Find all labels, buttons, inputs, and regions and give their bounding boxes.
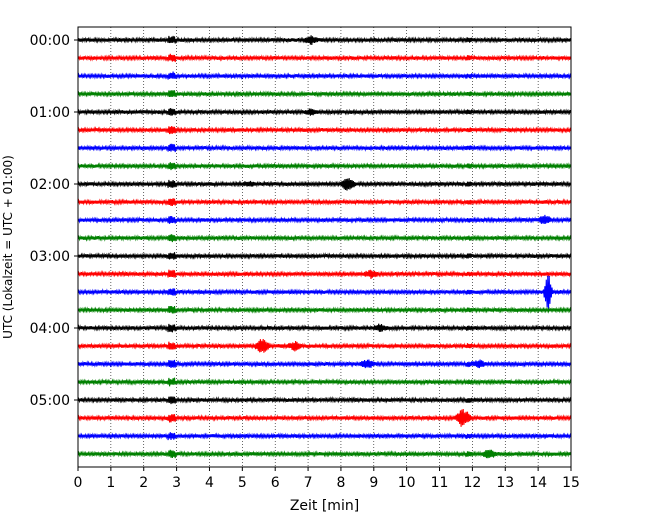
trace-row-0100: [77, 107, 572, 116]
trace-row-0515: [77, 408, 572, 427]
x-tick-label: 9: [369, 475, 378, 491]
trace-row-0130: [77, 143, 572, 153]
trace-row-0030: [77, 71, 572, 80]
x-tick-label: 14: [529, 475, 547, 491]
y-tick-label: 04:00: [30, 321, 70, 337]
x-axis: 0 1 2 3 4 5 6 7 8 9 10 11 12 13 14 15: [74, 467, 580, 491]
trace-row-0415: [77, 338, 572, 353]
plot-area: [78, 27, 571, 467]
y-tick-label: 00:00: [30, 33, 70, 49]
x-tick-label: 10: [398, 475, 416, 491]
trace-row-0145: [77, 162, 572, 171]
y-tick-label: 01:00: [30, 105, 70, 121]
trace-row-0530: [77, 432, 572, 441]
x-tick-label: 4: [205, 475, 214, 491]
x-tick-label: 8: [336, 475, 345, 491]
trace-row-0545: [77, 449, 572, 459]
trace-row-0115: [77, 126, 572, 135]
y-tick-label: 03:00: [30, 249, 70, 265]
trace-row-0215: [77, 197, 572, 207]
x-tick-label: 6: [271, 475, 280, 491]
y-axis-label: UTC (Lokalzeit = UTC + 01:00): [1, 155, 15, 339]
x-tick-label: 12: [463, 475, 481, 491]
x-tick-label: 11: [431, 475, 449, 491]
x-tick-label: 5: [238, 475, 247, 491]
trace-row-0330: [77, 275, 572, 311]
plot-frame: [77, 26, 572, 468]
trace-row-0000: [77, 35, 572, 46]
trace-row-0015: [77, 53, 572, 63]
y-axis: 00:00 01:00 02:00 03:00 04:00 05:00: [30, 33, 78, 409]
trace-row-0200: [77, 178, 572, 191]
trace-row-0300: [77, 252, 572, 260]
x-tick-label: 1: [106, 475, 115, 491]
grid-lines: [110, 27, 539, 467]
x-tick-label: 15: [562, 475, 580, 491]
x-tick-label: 3: [172, 475, 181, 491]
x-tick-label: 0: [74, 475, 83, 491]
trace-row-0400: [77, 323, 572, 333]
trace-row-0245: [77, 234, 572, 243]
trace-row-0345: [77, 305, 572, 314]
trace-row-0045: [77, 90, 572, 98]
x-tick-label: 7: [304, 475, 313, 491]
x-tick-label: 13: [496, 475, 514, 491]
x-tick-label: 2: [139, 475, 148, 491]
trace-row-0430: [77, 359, 572, 369]
y-tick-label: 02:00: [30, 177, 70, 193]
trace-row-0315: [77, 269, 572, 279]
trace-row-0230: [77, 214, 572, 225]
y-tick-label: 05:00: [30, 393, 70, 409]
x-axis-label: Zeit [min]: [290, 498, 359, 514]
trace-row-0445: [77, 377, 572, 387]
trace-group: [77, 35, 572, 459]
trace-row-0500: [77, 396, 572, 405]
